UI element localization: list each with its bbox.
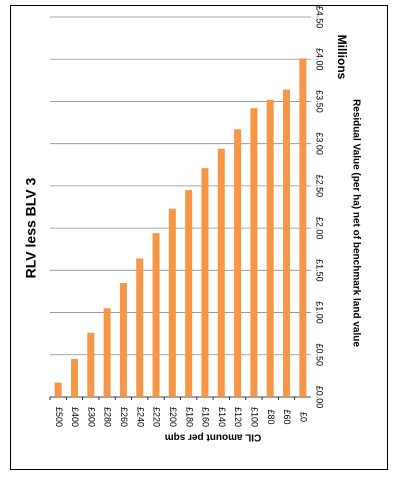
bar [250, 108, 258, 397]
units-label: Millions [335, 35, 349, 80]
category-tick-label: £200 [168, 407, 178, 427]
category-tick-label: £80 [266, 409, 276, 424]
category-tick-label: £300 [86, 407, 96, 427]
bar [70, 359, 78, 397]
bar [234, 129, 242, 398]
bar [201, 168, 209, 397]
category-tick-label: £180 [184, 407, 194, 427]
value-tick-label: £3.00 [315, 132, 325, 155]
category-tick-label: £500 [54, 407, 64, 427]
bar [136, 258, 144, 397]
value-tick-label: £0.50 [315, 344, 325, 367]
bar [87, 332, 95, 397]
bar [54, 382, 62, 397]
bar [185, 190, 193, 397]
value-tick-label: £4.50 [315, 6, 325, 29]
category-tick-label: £400 [70, 407, 80, 427]
category-tick-label: £240 [135, 407, 145, 427]
category-axis-title: CIL amount per sqm [165, 431, 262, 442]
value-tick-label: £0.00 [315, 386, 325, 409]
value-axis-title: Residual Value (per ha) net of benchmark… [350, 99, 361, 347]
category-tick-label: £160 [201, 407, 211, 427]
bar [217, 148, 225, 397]
bar [283, 89, 291, 397]
value-tick-label: £4.00 [315, 48, 325, 71]
value-tick-label: £3.50 [315, 90, 325, 113]
chart-title: RLV less BLV 3 [23, 177, 39, 278]
value-tick-label: £1.00 [315, 301, 325, 324]
bar [152, 233, 160, 397]
category-tick-label: £140 [217, 407, 227, 427]
bar [119, 283, 127, 397]
bar [168, 208, 176, 397]
category-tick-label: £280 [103, 407, 113, 427]
value-tick-label: £1.50 [315, 259, 325, 282]
category-tick-label: £0 [298, 412, 308, 422]
bar [299, 58, 307, 397]
category-tick-label: £100 [250, 407, 260, 427]
bar [266, 99, 274, 397]
category-tick-label: £60 [282, 409, 292, 424]
value-tick-label: £2.00 [315, 217, 325, 240]
category-tick-label: £220 [152, 407, 162, 427]
bar [103, 308, 111, 397]
category-tick-label: £120 [233, 407, 243, 427]
category-tick-label: £260 [119, 407, 129, 427]
value-tick-label: £2.50 [315, 175, 325, 198]
